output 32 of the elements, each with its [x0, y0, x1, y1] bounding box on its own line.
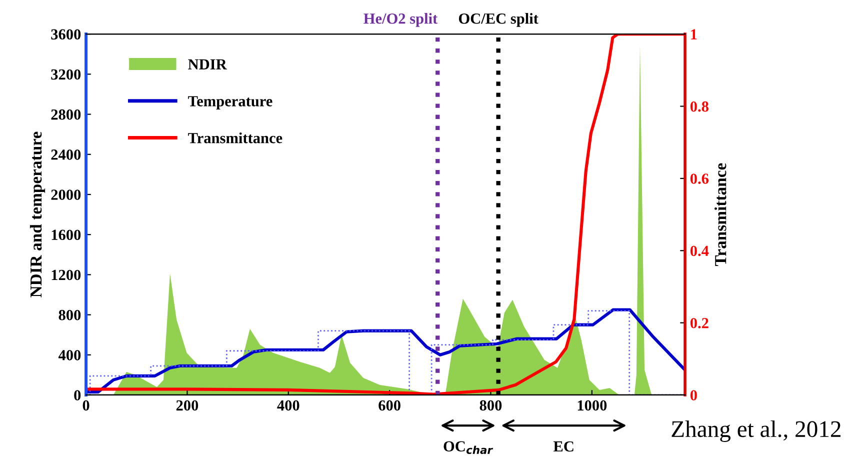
text: Zhang et al., 2012	[672, 420, 840, 442]
y-tick-label: 2000	[51, 190, 81, 200]
y2-tick-label: 0.8	[690, 101, 708, 112]
y2-tick-label: 1	[691, 29, 697, 40]
text: OC$_{char}$	[444, 441, 494, 454]
y2-tick-label: 0.4	[690, 246, 709, 256]
x-tick-label: 0	[82, 400, 90, 411]
legend-label: NDIR	[188, 59, 227, 70]
ref-line-label: OC/EC split	[458, 13, 538, 27]
y2-axis-title: Transmittance	[714, 163, 726, 266]
y2-tick-label: 0	[690, 390, 697, 400]
y-tick-label: 0	[74, 390, 81, 400]
y-tick-label: 400	[58, 350, 81, 360]
text: EC	[553, 441, 574, 452]
y-tick-label: 800	[58, 310, 81, 320]
y-tick-label: 3200	[51, 69, 81, 80]
x-tick-label: 1000	[578, 400, 607, 411]
y-tick-label: 3600	[51, 29, 81, 40]
y-axis-title: NDIR and temperature	[30, 132, 46, 298]
ref-line-label: He/O2 split	[364, 13, 438, 27]
y-tick-label: 2400	[51, 150, 81, 160]
x-tick-label: 200	[176, 400, 198, 411]
y-tick-label: 2800	[51, 109, 81, 120]
x-tick-label: 800	[480, 400, 502, 411]
legend-label: Temperature	[188, 96, 272, 110]
x-tick-label: 600	[378, 400, 400, 411]
y2-tick-label: 0.2	[690, 318, 708, 328]
y2-tick-label: 0.6	[690, 174, 709, 184]
x-tick-label: 400	[277, 400, 300, 411]
y-tick-label: 1200	[52, 270, 81, 280]
y-tick-label: 1600	[52, 230, 81, 240]
legend-label: Transmittance	[188, 132, 282, 144]
